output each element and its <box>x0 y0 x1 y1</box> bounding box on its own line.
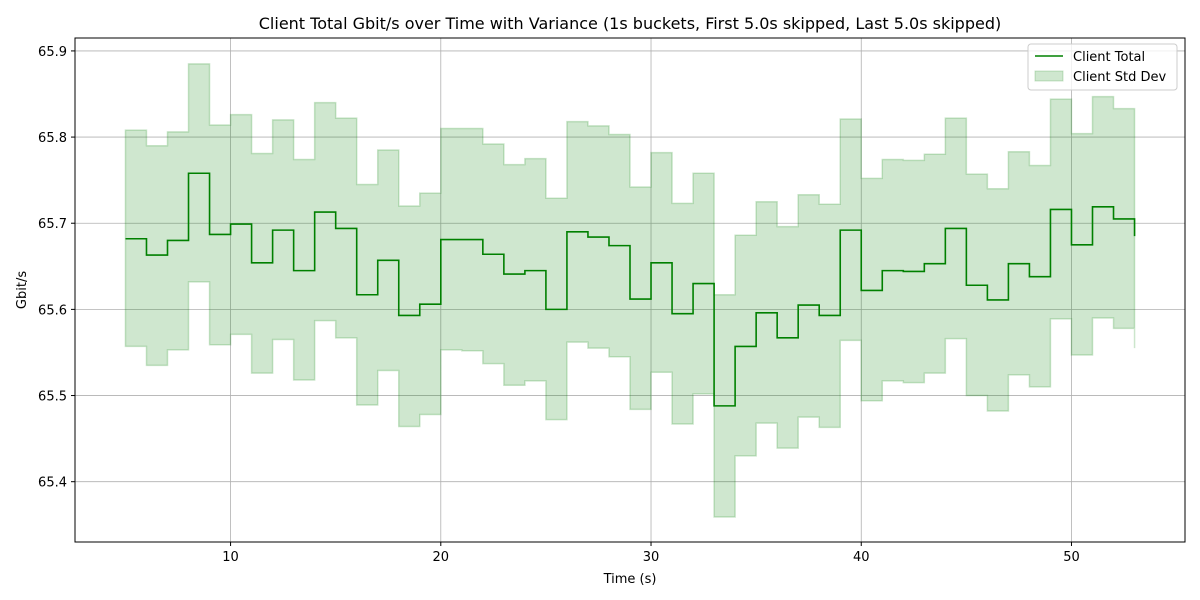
x-tick-label: 30 <box>643 550 660 565</box>
y-axis-label: Gbit/s <box>15 271 30 309</box>
client-total-line <box>125 172 1136 407</box>
x-axis-label: Time (s) <box>603 572 657 587</box>
client-total-path <box>125 172 1136 407</box>
y-tick-label: 65.5 <box>38 390 67 405</box>
x-tick-label: 20 <box>433 550 450 565</box>
legend-box <box>1027 43 1178 91</box>
y-tick-label: 65.9 <box>38 45 67 60</box>
x-tick-label: 40 <box>853 550 870 565</box>
legend: Client Total Client Std Dev <box>1027 43 1178 91</box>
y-tick-label: 65.4 <box>38 476 67 491</box>
y-tick-label: 65.8 <box>38 131 67 146</box>
legend-label-client-total: Client Total <box>1073 50 1145 65</box>
legend-label-client-std-dev: Client Std Dev <box>1073 70 1167 85</box>
axes: 10 20 30 40 50 65.4 65.5 65.6 65.7 65.8 65.9 <box>38 37 1186 565</box>
legend-band-swatch <box>1034 70 1064 82</box>
y-tick-label: 65.7 <box>38 217 67 232</box>
x-tick-label: 50 <box>1063 550 1080 565</box>
plot-frame <box>74 37 1186 543</box>
x-tick-label: 10 <box>222 550 239 565</box>
y-tick-label: 65.6 <box>38 303 67 318</box>
chart-title: Client Total Gbit/s over Time with Varia… <box>259 14 1001 33</box>
